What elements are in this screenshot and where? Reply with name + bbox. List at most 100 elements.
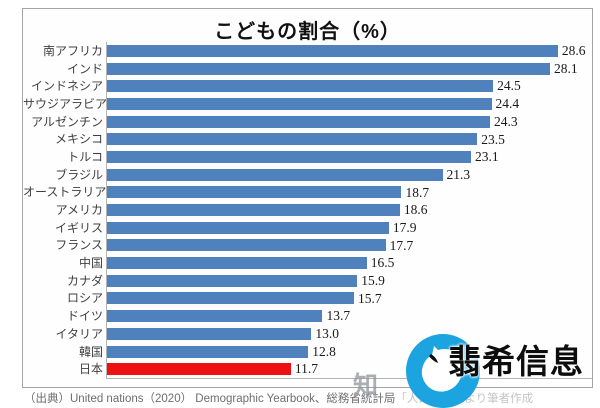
value-label: 12.8	[312, 343, 336, 359]
bar-track: 12.8	[106, 343, 592, 361]
bar-row: 韓国 12.8	[23, 343, 592, 361]
bar-row: サウジアラビア 24.4	[23, 95, 592, 113]
value-label: 17.9	[392, 219, 417, 235]
value-label: 16.5	[370, 255, 395, 271]
bar-row: 中国 16.5	[23, 254, 592, 272]
bar	[106, 44, 558, 57]
value-label: 11.7	[294, 361, 318, 377]
category-label: イタリア	[55, 326, 103, 341]
bar-row: ブラジル 21.3	[23, 166, 592, 184]
logo-accent-mark	[429, 354, 438, 363]
bar-row: トルコ 23.1	[23, 148, 592, 166]
bar-row: 南アフリカ 28.6	[23, 42, 592, 60]
bar-track: 17.9	[106, 219, 592, 237]
value-label: 15.7	[358, 290, 382, 306]
category-label: アルゼンチン	[31, 114, 103, 129]
bar-row: ロシア 15.7	[23, 290, 592, 308]
bar	[106, 115, 490, 128]
value-label: 15.9	[361, 273, 385, 289]
bar-track: 17.7	[106, 237, 592, 255]
bar-track: 23.5	[106, 130, 592, 148]
bar-row: アルゼンチン 24.3	[23, 113, 592, 131]
watermark-logo-icon	[404, 332, 482, 408]
category-label: オーストラリア	[23, 185, 107, 200]
value-label: 23.5	[481, 131, 505, 147]
bar	[106, 363, 291, 376]
value-label: 24.4	[495, 96, 520, 112]
chart-title: こどもの割合（%）	[214, 21, 401, 43]
bar-track: 23.1	[106, 148, 592, 166]
bar	[106, 292, 355, 305]
category-label: ドイツ	[66, 309, 103, 324]
value-label: 24.3	[493, 113, 518, 129]
value-label: 13.0	[315, 326, 340, 342]
bar	[106, 62, 550, 75]
bar-row: ドイツ 13.7	[23, 307, 592, 325]
plot-rows: 南アフリカ 28.6 インド 28.1 インドネシア 24.5 サウジアラビア 24.4 アルゼ…	[23, 42, 592, 378]
bar	[106, 221, 389, 234]
bar-row: メキシコ 23.5	[23, 130, 592, 148]
bar	[106, 239, 386, 252]
category-label: ロシア	[66, 291, 103, 306]
bar-row: カナダ 15.9	[23, 272, 592, 290]
bar-track: 15.9	[106, 272, 592, 290]
value-label: 21.3	[446, 166, 471, 182]
value-label: 18.7	[405, 184, 430, 200]
bar-row: イタリア 13.0	[23, 325, 592, 343]
bar	[106, 80, 494, 93]
bar	[106, 310, 323, 323]
bar-track: 15.7	[106, 290, 592, 308]
value-label: 28.6	[561, 43, 586, 59]
category-label: 南アフリカ	[42, 43, 103, 58]
bar-track: 24.3	[106, 113, 592, 131]
value-label: 17.7	[389, 237, 414, 253]
value-label: 13.7	[326, 308, 351, 324]
bar-row: フランス 17.7	[23, 237, 592, 255]
bar-track: 13.0	[106, 325, 592, 343]
value-label: 24.5	[497, 78, 521, 94]
category-label: メキシコ	[54, 132, 103, 147]
bar-track: 16.5	[106, 254, 592, 272]
bar	[106, 133, 478, 146]
bar	[106, 168, 443, 181]
category-label: イギリス	[54, 220, 103, 235]
bar-track: 11.7	[106, 360, 592, 378]
category-label: 中国	[78, 256, 103, 271]
bar	[106, 97, 492, 110]
bar-track: 28.1	[106, 60, 592, 78]
category-label: 日本	[78, 362, 103, 377]
bar-track: 21.3	[106, 166, 592, 184]
category-label: 韓国	[78, 344, 103, 359]
category-label: トルコ	[67, 149, 103, 164]
bar-row: イギリス 17.9	[23, 219, 592, 237]
category-label: カナダ	[66, 273, 103, 288]
bar	[106, 274, 358, 287]
category-label: ブラジル	[55, 167, 103, 182]
bar	[106, 327, 312, 340]
watermark-logo-text: 翡希信息	[448, 343, 584, 380]
bar-track: 18.6	[106, 201, 592, 219]
bar	[106, 150, 471, 163]
bar	[106, 204, 400, 217]
category-label: サウジアラビア	[23, 96, 108, 111]
value-label: 23.1	[474, 149, 499, 165]
value-label: 28.1	[553, 60, 578, 76]
bar	[106, 257, 367, 270]
source-note-visible: （出典）United nations（2020） Demographic Yea…	[24, 393, 396, 405]
bar-row: 日本 11.7	[23, 360, 592, 378]
chart-frame: こどもの割合（%） 南アフリカ 28.6 インド 28.1 インドネシア 24.5 サウジア…	[22, 8, 593, 388]
bar	[106, 186, 402, 199]
bar-row: インドネシア 24.5	[23, 77, 592, 95]
bar-track: 28.6	[106, 42, 592, 60]
bar-row: オーストラリア 18.7	[23, 184, 592, 202]
bar-track: 18.7	[106, 184, 592, 202]
category-label: アメリカ	[55, 203, 103, 218]
bar-track: 24.5	[106, 77, 592, 95]
x-axis-line	[106, 378, 592, 379]
bar-track: 24.4	[106, 95, 592, 113]
value-label: 18.6	[403, 202, 428, 218]
category-label: インドネシア	[30, 79, 103, 94]
bar-row: インド 28.1	[23, 60, 592, 78]
bar	[106, 345, 309, 358]
